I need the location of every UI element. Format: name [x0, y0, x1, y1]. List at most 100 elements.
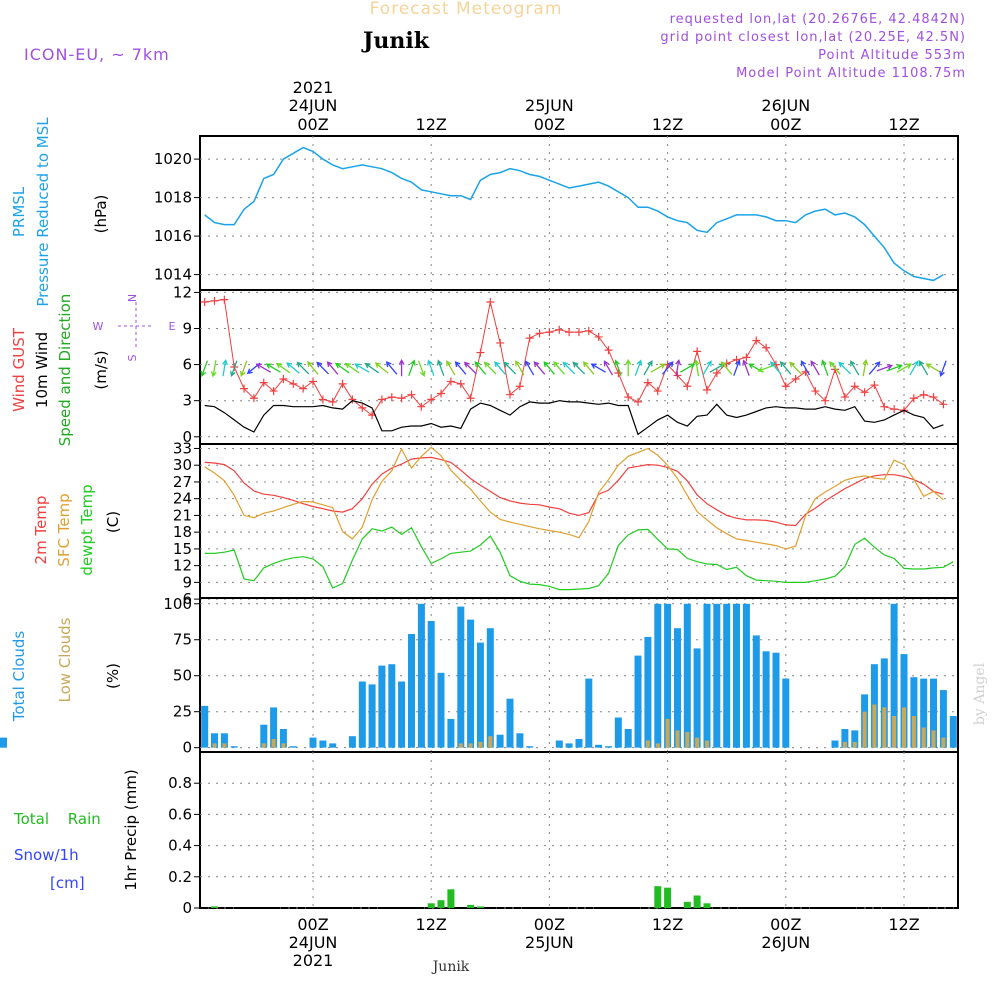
gust-point: [220, 295, 229, 304]
wind-direction-arrow: [543, 361, 555, 375]
temp-ytick-label: 27: [173, 473, 192, 491]
total-cloud-bar: [910, 677, 918, 748]
wind-label-speed-dir: Speed and Direction: [56, 294, 74, 447]
bottom-time-label: 12Z: [888, 915, 919, 934]
gust-point: [555, 325, 564, 334]
total-cloud-bar: [733, 603, 740, 748]
wind-direction-arrow: [590, 363, 606, 373]
wind-direction-arrow: [800, 360, 811, 376]
temp-label-sfc: SFC Temp: [55, 493, 73, 566]
low-cloud-bar: [271, 739, 276, 748]
gust-line: [204, 299, 944, 416]
temp-ytick-label: 6: [182, 590, 192, 608]
total-cloud-bar: [900, 654, 908, 748]
total-cloud-bar: [220, 733, 228, 748]
wind-ytick-label: 12: [173, 283, 192, 301]
bottom-date-label: 24JUN: [289, 933, 338, 952]
gust-point: [210, 296, 219, 305]
total-cloud-bar: [486, 628, 494, 748]
precip-ytick-label: 0.6: [168, 805, 192, 823]
wind-direction-arrow: [446, 360, 456, 376]
gust-point: [348, 395, 357, 404]
wind-direction-arrow: [255, 363, 272, 373]
low-cloud-bar: [852, 741, 857, 748]
footer-location: Junik: [431, 959, 470, 975]
total-cloud-bar: [398, 681, 406, 748]
rain-bar: [427, 903, 435, 908]
wind-direction-arrow: [239, 360, 248, 377]
top-time-label: 12Z: [888, 115, 919, 134]
wind-panel: 0 3 6 9 12: [173, 283, 959, 446]
low-cloud-bar: [941, 737, 946, 748]
gust-point: [643, 378, 652, 387]
pressure-ytick-label: 1014: [154, 266, 192, 284]
temp-ytick-label: 15: [173, 540, 192, 558]
low-cloud-bar: [478, 741, 483, 748]
low-cloud-bar: [931, 730, 936, 748]
gust-point: [545, 328, 554, 337]
low-cloud-bar: [665, 718, 670, 748]
point-altitude: Point Altitude 553m: [818, 48, 966, 63]
gust-point: [535, 329, 544, 338]
wind-direction-arrow: [939, 360, 947, 377]
total-cloud-bar: [831, 740, 839, 748]
total-cloud-bar: [358, 681, 366, 748]
wind-direction-arrow: [503, 361, 517, 375]
low-cloud-bar: [655, 743, 660, 748]
wind-direction-arrow: [296, 361, 310, 375]
clouds-ytick-label: 50: [173, 667, 192, 685]
wind-direction-arrow: [265, 363, 281, 373]
model-point-altitude: Model Point Altitude 1108.75m: [736, 66, 966, 81]
wind-direction-arrow: [344, 362, 360, 374]
low-cloud-bar: [872, 704, 877, 748]
gust-point: [289, 379, 298, 388]
wind-direction-arrow: [230, 360, 238, 377]
grid-point-coordinates: grid point closest lon,lat (20.25E, 42.5…: [660, 30, 966, 45]
gust-point: [506, 390, 514, 399]
low-cloud-bar: [212, 743, 217, 748]
total-cloud-bar: [644, 636, 652, 748]
low-cloud-bar: [261, 743, 266, 748]
wind-direction-arrow: [463, 361, 477, 375]
total-cloud-bar: [595, 744, 603, 748]
wind-speed-line: [204, 400, 944, 436]
wind-direction-arrow: [862, 358, 869, 377]
total-cloud-bar: [496, 734, 504, 748]
gust-point: [673, 371, 682, 380]
bottom-date-label: 26JUN: [761, 933, 810, 952]
rain-bar: [693, 895, 701, 908]
pressure-ytick-label: 1016: [154, 227, 192, 245]
wind-compass: N S W E: [93, 294, 176, 362]
temp-ytick-label: 12: [173, 557, 192, 575]
compass-south: S: [126, 354, 139, 361]
precip-legend-rain: Total Rain: [13, 810, 101, 828]
total-cloud-bar: [742, 603, 750, 748]
low-cloud-bar: [911, 716, 916, 748]
precip-label: 1hr Precip (mm): [122, 769, 140, 890]
top-date-label: 25JUN: [525, 96, 574, 115]
bottom-time-label: 00Z: [534, 915, 565, 934]
gust-point: [377, 395, 386, 404]
wind-direction-arrow: [553, 361, 565, 375]
precip-frame: [199, 751, 959, 909]
total-cloud-bar: [930, 678, 937, 748]
gust-point: [850, 382, 859, 391]
gust-point: [870, 381, 879, 390]
total-cloud-bar: [348, 736, 356, 748]
wind-direction-arrow: [427, 359, 435, 376]
wind-direction-arrow: [693, 358, 700, 377]
gust-point: [476, 348, 485, 357]
bottom-year-label: 2021: [293, 951, 334, 970]
gust-point: [269, 387, 278, 396]
top-time-label: 00Z: [770, 115, 801, 134]
model-label: ICON-EU, ~ 7km: [24, 45, 170, 64]
gust-point: [565, 328, 574, 337]
gust-point: [634, 397, 643, 406]
gust-point: [624, 393, 633, 402]
total-cloud-bar: [949, 716, 957, 748]
total-cloud-bar: [211, 733, 218, 748]
wind-direction-arrow: [307, 361, 319, 375]
meteogram-title: Forecast Meteogram: [370, 0, 563, 19]
